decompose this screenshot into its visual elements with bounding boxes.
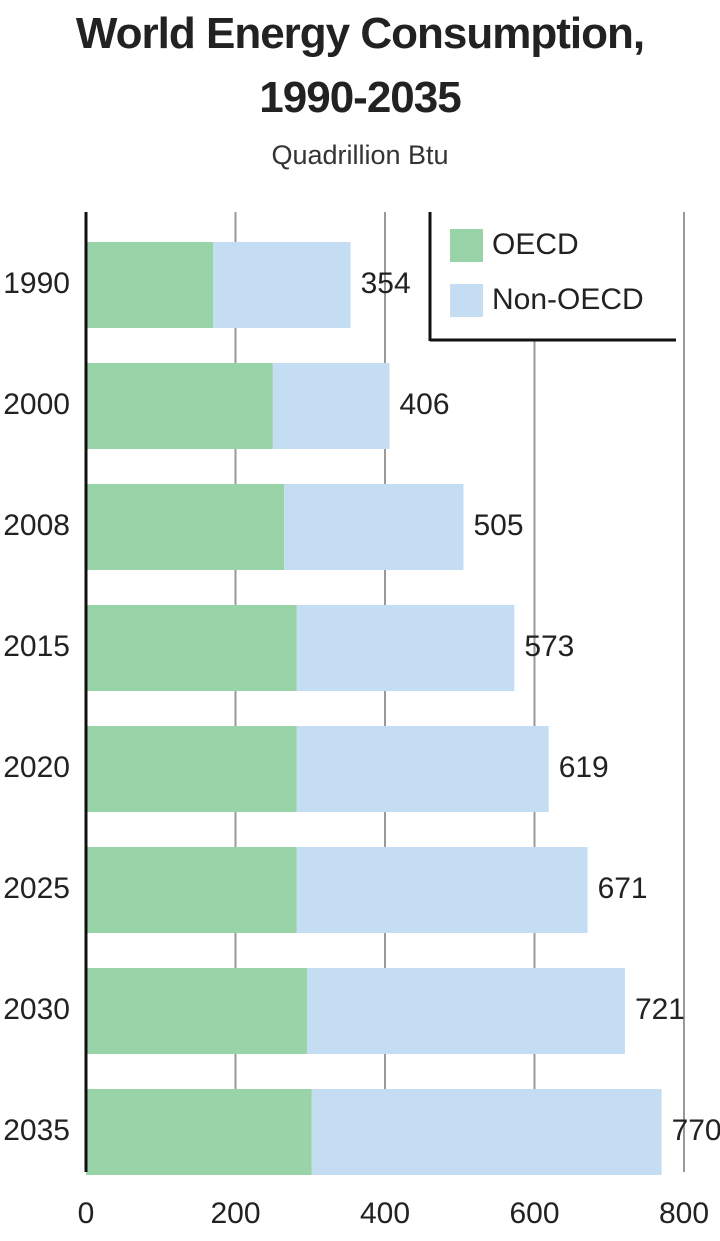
bar-segment	[86, 968, 308, 1054]
legend-swatch	[450, 284, 483, 317]
y-tick-label: 2015	[3, 630, 70, 663]
y-tick-label: 1990	[3, 267, 70, 300]
total-label: 770	[672, 1114, 720, 1147]
total-label: 619	[559, 751, 609, 784]
bar-segment	[307, 968, 625, 1054]
total-label: 671	[598, 872, 648, 905]
legend-label: OECD	[492, 228, 579, 261]
bar-segment	[86, 847, 297, 933]
bar-segment	[311, 1089, 662, 1175]
bar-segment	[86, 363, 273, 449]
legend-swatch	[450, 229, 483, 262]
y-tick-label: 2008	[3, 509, 70, 542]
total-label: 573	[524, 630, 574, 663]
bar-segment	[296, 726, 549, 812]
total-label: 354	[361, 267, 411, 300]
chart-subtitle: Quadrillion Btu	[271, 140, 449, 170]
y-tick-label: 2020	[3, 751, 70, 784]
y-tick-label: 2035	[3, 1114, 70, 1147]
bar-segment	[86, 484, 285, 570]
y-tick-label: 2025	[3, 872, 70, 905]
y-tick-label: 2000	[3, 388, 70, 421]
bar-segment	[86, 605, 297, 691]
bar-segment	[284, 484, 464, 570]
total-label: 406	[399, 388, 449, 421]
total-label: 505	[473, 509, 523, 542]
bar-segment	[296, 847, 588, 933]
bar-segment	[272, 363, 390, 449]
bar-segment	[86, 1089, 312, 1175]
bar-segment	[86, 242, 214, 328]
bar-segment	[296, 605, 515, 691]
x-tick-label: 400	[360, 1197, 410, 1230]
bar-segment	[213, 242, 351, 328]
chart-title: World Energy Consumption, 1990-2035	[75, 9, 645, 122]
x-tick-label: 600	[509, 1197, 559, 1230]
y-tick-label: 2030	[3, 993, 70, 1026]
total-label: 721	[635, 993, 685, 1026]
x-tick-label: 0	[78, 1197, 95, 1230]
bar-segment	[86, 726, 297, 812]
legend-label: Non-OECD	[492, 283, 644, 316]
x-tick-label: 800	[659, 1197, 709, 1230]
x-tick-label: 200	[210, 1197, 260, 1230]
